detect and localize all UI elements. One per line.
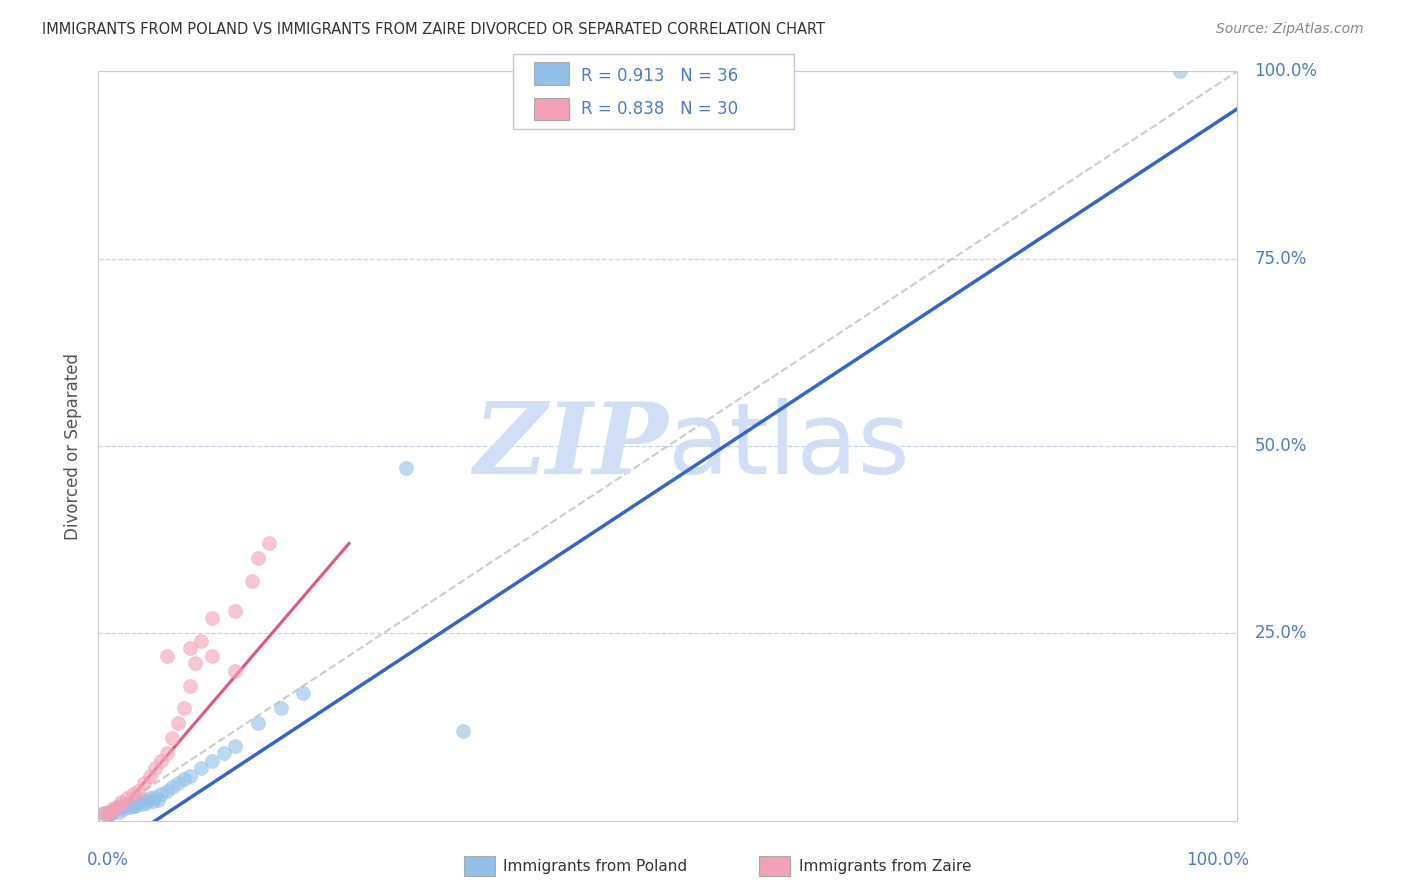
Y-axis label: Divorced or Separated: Divorced or Separated	[65, 352, 83, 540]
Point	[138, 791, 160, 805]
Text: 0.0%: 0.0%	[87, 851, 129, 869]
Text: Immigrants from Zaire: Immigrants from Zaire	[799, 859, 972, 873]
Point	[150, 754, 173, 768]
Point	[173, 701, 195, 715]
Point	[132, 792, 155, 806]
Text: 25.0%: 25.0%	[1254, 624, 1306, 642]
Point	[240, 574, 263, 588]
Point	[108, 805, 131, 819]
Point	[150, 788, 173, 802]
Point	[146, 792, 169, 806]
Point	[156, 783, 179, 797]
Point	[101, 806, 124, 821]
Point	[179, 641, 201, 656]
Point	[212, 746, 235, 760]
Point	[395, 461, 418, 475]
Point	[162, 780, 184, 794]
Point	[145, 761, 167, 775]
Point	[184, 657, 207, 671]
Point	[179, 679, 201, 693]
Point	[142, 794, 165, 808]
Point	[120, 800, 142, 814]
Point	[110, 800, 132, 814]
Point	[104, 802, 127, 816]
Point	[121, 798, 143, 813]
Point	[132, 776, 155, 790]
Point	[224, 664, 246, 678]
Point	[108, 798, 131, 813]
Point	[246, 716, 269, 731]
Point	[98, 805, 121, 819]
Point	[224, 739, 246, 753]
Point	[246, 551, 269, 566]
Point	[93, 806, 115, 821]
Point	[127, 795, 149, 809]
Point	[190, 633, 212, 648]
Point	[190, 761, 212, 775]
Point	[145, 789, 167, 804]
Text: ZIP: ZIP	[472, 398, 668, 494]
Point	[138, 769, 160, 783]
Point	[270, 701, 292, 715]
Text: 100.0%: 100.0%	[1254, 62, 1317, 80]
Point	[224, 604, 246, 618]
Point	[93, 806, 115, 821]
Point	[201, 754, 224, 768]
Point	[156, 746, 179, 760]
Point	[127, 783, 149, 797]
Point	[259, 536, 281, 550]
Point	[201, 611, 224, 625]
Point	[98, 805, 121, 819]
Text: 50.0%: 50.0%	[1254, 437, 1306, 455]
Text: 100.0%: 100.0%	[1185, 851, 1249, 869]
Point	[96, 807, 118, 822]
Point	[96, 806, 118, 821]
Point	[451, 723, 474, 738]
Point	[115, 791, 138, 805]
Text: 75.0%: 75.0%	[1254, 250, 1306, 268]
Text: R = 0.913   N = 36: R = 0.913 N = 36	[581, 68, 738, 86]
Text: IMMIGRANTS FROM POLAND VS IMMIGRANTS FROM ZAIRE DIVORCED OR SEPARATED CORRELATIO: IMMIGRANTS FROM POLAND VS IMMIGRANTS FRO…	[42, 22, 825, 37]
Point	[131, 797, 153, 812]
Point	[167, 776, 190, 790]
Point	[156, 648, 179, 663]
Point	[135, 796, 157, 810]
Point	[112, 802, 135, 816]
Text: Immigrants from Poland: Immigrants from Poland	[503, 859, 688, 873]
Point	[179, 769, 201, 783]
Point	[1170, 64, 1192, 78]
Point	[292, 686, 315, 700]
Point	[104, 800, 127, 814]
Point	[201, 648, 224, 663]
Point	[110, 795, 132, 809]
Text: R = 0.838   N = 30: R = 0.838 N = 30	[581, 100, 738, 118]
Text: Source: ZipAtlas.com: Source: ZipAtlas.com	[1216, 22, 1364, 37]
Point	[121, 788, 143, 802]
Point	[101, 802, 124, 816]
Point	[124, 799, 146, 814]
Point	[115, 797, 138, 812]
Point	[162, 731, 184, 746]
Point	[173, 772, 195, 787]
Text: atlas: atlas	[668, 398, 910, 494]
Point	[167, 716, 190, 731]
